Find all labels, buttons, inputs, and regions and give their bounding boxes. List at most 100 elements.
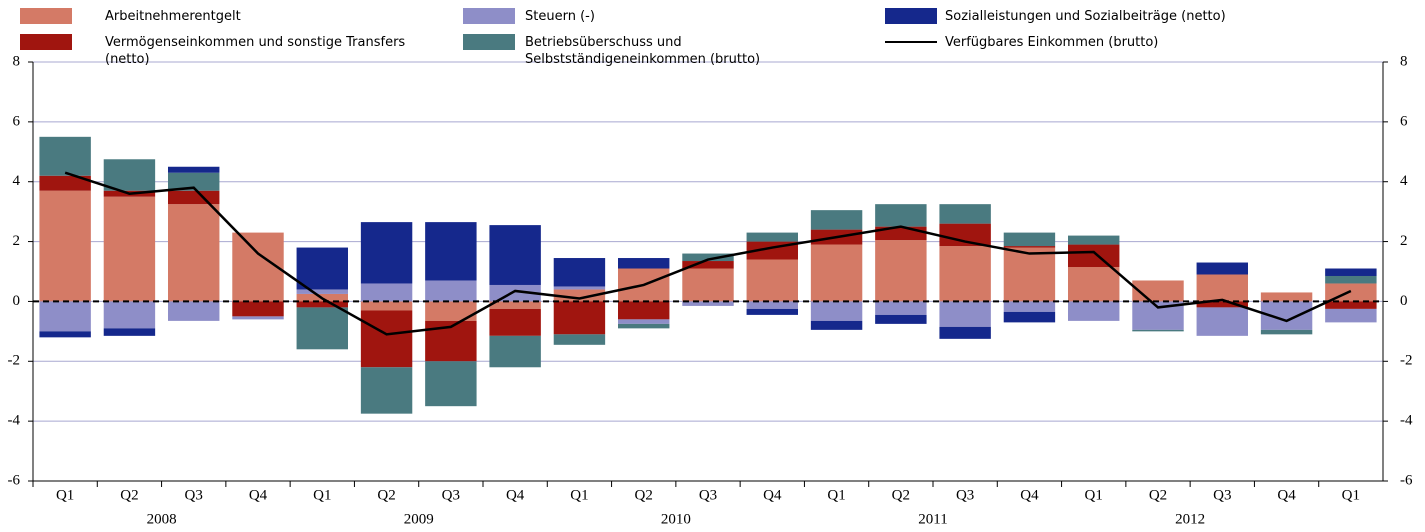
bar-segment	[489, 225, 541, 285]
bar-segment	[1196, 262, 1248, 275]
bar-segment	[168, 190, 220, 205]
legend-label: Vermögenseinkommen und sonstige Transfer…	[105, 35, 406, 67]
legend-swatch	[885, 8, 937, 24]
legend-swatch	[20, 8, 72, 24]
legend-label: Verfügbares Einkommen (brutto)	[945, 35, 1159, 50]
bar-segment	[939, 204, 991, 224]
bar-segment	[489, 335, 541, 368]
bar-segment	[939, 223, 991, 247]
bar-segment	[746, 232, 798, 242]
bar-segment	[232, 316, 284, 320]
year-label: 2012	[1175, 511, 1205, 527]
bar-segment	[1003, 301, 1056, 312]
x-tick-label: Q4	[506, 487, 525, 503]
legend-swatch	[885, 41, 937, 43]
y-tick-label: 4	[13, 173, 21, 189]
y-tick-label: -2	[8, 353, 21, 369]
bar-segment	[489, 308, 541, 336]
y-tick-label: 2	[13, 233, 21, 249]
y-tick-label: 2	[1400, 233, 1408, 249]
y-tick-label: 8	[1400, 53, 1408, 69]
bar-segment	[618, 323, 670, 329]
bar-segment	[875, 301, 927, 315]
bar-segment	[1260, 292, 1313, 302]
y-tick-label: 4	[1400, 173, 1408, 189]
bar-segment	[939, 246, 991, 302]
bar-segment	[553, 286, 606, 290]
x-tick-label: Q3	[185, 487, 203, 503]
x-tick-label: Q3	[956, 487, 974, 503]
bar-segment	[1068, 235, 1120, 245]
year-label: 2009	[404, 511, 434, 527]
y-tick-label: 6	[13, 113, 21, 129]
bar-segment	[1003, 246, 1056, 248]
bar-segment	[425, 301, 477, 321]
bar-segment	[810, 301, 863, 321]
bar-segment	[682, 261, 734, 269]
x-tick-label: Q2	[1149, 487, 1167, 503]
bar-segment	[489, 301, 541, 309]
x-tick-label: Q1	[313, 487, 331, 503]
bar-segment	[360, 301, 413, 311]
bar-segment	[296, 307, 348, 350]
bar-segment	[425, 222, 477, 281]
bar-segment	[746, 301, 798, 309]
bar-segment	[1132, 329, 1184, 332]
bar-segment	[1196, 301, 1248, 308]
bar-segment	[553, 289, 606, 302]
bar-segment	[168, 166, 220, 173]
bar-segment	[360, 367, 413, 414]
x-tick-label: Q3	[442, 487, 460, 503]
y-tick-label: -2	[1400, 353, 1413, 369]
bar-segment	[39, 301, 91, 332]
y-tick-label: -6	[8, 472, 21, 488]
year-label: 2010	[661, 511, 691, 527]
bar-segment	[682, 253, 734, 262]
y-tick-label: 0	[13, 293, 21, 309]
bar-segment	[810, 244, 863, 302]
x-tick-label: Q1	[56, 487, 74, 503]
bar-segment	[875, 240, 927, 302]
line-series	[64, 171, 1352, 336]
bar-segment	[296, 301, 348, 308]
bar-segment	[168, 301, 220, 321]
bar-segment	[618, 258, 670, 269]
x-tick-label: Q2	[892, 487, 910, 503]
bar-segment	[1196, 307, 1248, 336]
bar-segment	[553, 334, 606, 345]
legend-label: Steuern (-)	[525, 9, 595, 24]
bar-segment	[1260, 329, 1313, 335]
bar-segment	[682, 301, 734, 306]
bar-segment	[553, 301, 606, 335]
bar-segment	[103, 328, 156, 336]
bar-segment	[1196, 274, 1248, 302]
bar-segment	[360, 222, 413, 284]
legend-label: Betriebsüberschuss und Selbstständigenei…	[525, 35, 761, 67]
bar-segment	[682, 268, 734, 302]
bar-segment	[425, 280, 477, 302]
y-tick-label: -4	[1400, 413, 1413, 429]
bar-segment	[1068, 267, 1120, 302]
bar-segment	[360, 310, 413, 368]
bar-segment	[103, 301, 156, 329]
bar-segment	[1003, 247, 1056, 302]
bar-segment	[103, 196, 156, 302]
legend-label: Sozialleistungen und Sozialbeiträge (net…	[945, 9, 1226, 24]
x-tick-label: Q1	[827, 487, 845, 503]
x-tick-label: Q1	[1342, 487, 1360, 503]
x-tick-label: Q4	[1020, 487, 1039, 503]
x-tick-label: Q3	[699, 487, 717, 503]
bar-segment	[810, 210, 863, 230]
x-tick-label: Q4	[763, 487, 782, 503]
legend-swatch	[463, 8, 515, 24]
legend-swatch	[20, 34, 72, 50]
bar-segment	[1003, 232, 1056, 247]
bar-segment	[103, 159, 156, 191]
bar-segment	[810, 320, 863, 330]
bar-segment	[875, 204, 927, 227]
y-tick-label: -4	[8, 413, 21, 429]
bar-segment	[39, 190, 91, 302]
legend-label: Arbeitnehmerentgelt	[105, 9, 241, 24]
x-tick-label: Q2	[120, 487, 138, 503]
